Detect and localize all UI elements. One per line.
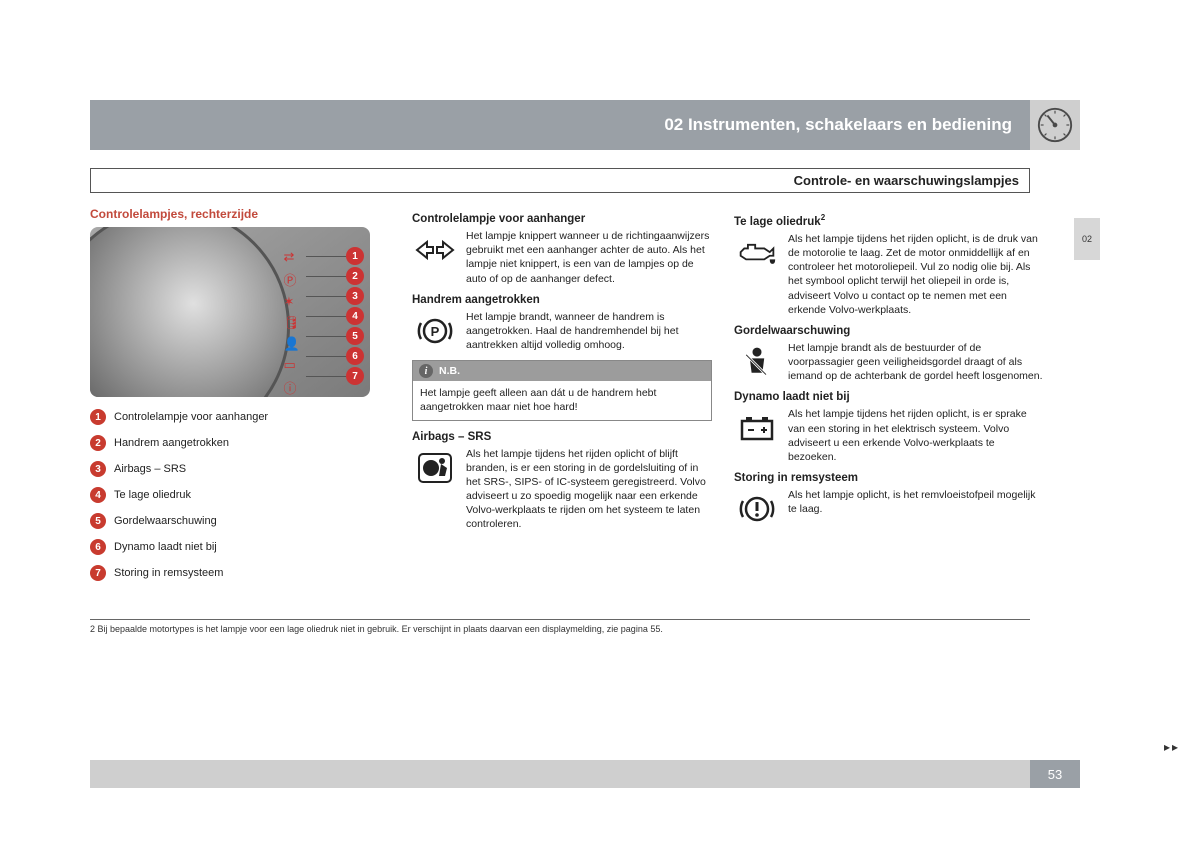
legend-item: 6Dynamo laadt niet bij (90, 539, 390, 555)
column-right: Te lage oliedruk2 Als het lampje tijdens… (734, 207, 1044, 591)
legend-item: 5Gordelwaarschuwing (90, 513, 390, 529)
legend-item: 3Airbags – SRS (90, 461, 390, 477)
legend-text: Handrem aangetrokken (114, 437, 229, 449)
handbrake-text: Het lampje brandt, wanneer de handrem is… (466, 310, 712, 353)
content-columns: Controlelampjes, rechterzijde ⇄Ⓟ✶ 🛢👤▭ⓘ 1… (90, 207, 1080, 591)
section-header-text: Controle- en waarschuwingslampjes (794, 173, 1019, 188)
col1-title: Controlelampjes, rechterzijde (90, 207, 390, 221)
page-number: 53 (1030, 760, 1080, 788)
legend-text: Airbags – SRS (114, 463, 186, 475)
handbrake-title: Handrem aangetrokken (412, 294, 712, 306)
oil-title: Te lage oliedruk2 (734, 213, 1044, 228)
section-header: Controle- en waarschuwingslampjes (90, 168, 1030, 193)
legend-text: Gordelwaarschuwing (114, 515, 217, 527)
seatbelt-text: Het lampje brandt als de bestuurder of d… (788, 341, 1044, 384)
chapter-tab: 02 (1074, 218, 1100, 260)
airbag-text: Als het lampje tijdens het rijden oplich… (466, 447, 712, 532)
note-label: N.B. (439, 365, 460, 377)
battery-text: Als het lampje tijdens het rijden oplich… (788, 407, 1044, 464)
seatbelt-title: Gordelwaarschuwing (734, 325, 1044, 337)
trailer-title: Controlelampje voor aanhanger (412, 213, 712, 225)
note-box: iN.B. Het lampje geeft alleen aan dát u … (412, 360, 712, 420)
chapter-header: 02 Instrumenten, schakelaars en bedienin… (90, 100, 1030, 150)
instrument-cluster-image: ⇄Ⓟ✶ 🛢👤▭ⓘ 1 2 3 4 5 6 7 (90, 227, 370, 397)
legend-text: Dynamo laadt niet bij (114, 541, 217, 553)
seatbelt-icon (734, 341, 780, 383)
airbag-title: Airbags – SRS (412, 431, 712, 443)
legend-text: Storing in remsysteem (114, 567, 223, 579)
footnote: 2 Bij bepaalde motortypes is het lampje … (90, 619, 1030, 634)
svg-text:P: P (431, 324, 440, 339)
legend-item: 2Handrem aangetrokken (90, 435, 390, 451)
legend-item: 1Controlelampje voor aanhanger (90, 409, 390, 425)
chapter-icon (1030, 100, 1080, 150)
parking-brake-icon: P (412, 310, 458, 352)
legend-item: 7Storing in remsysteem (90, 565, 390, 581)
trailer-text: Het lampje knippert wanneer u de richtin… (466, 229, 712, 286)
battery-icon (734, 407, 780, 449)
trailer-indicator-icon (412, 229, 458, 271)
column-middle: Controlelampje voor aanhanger Het lampje… (412, 207, 712, 591)
footer: 53 (90, 760, 1080, 788)
legend-item: 4Te lage oliedruk (90, 487, 390, 503)
airbag-icon (412, 447, 458, 489)
battery-title: Dynamo laadt niet bij (734, 391, 1044, 403)
oil-pressure-icon (734, 232, 780, 274)
brake-system-icon (734, 488, 780, 530)
legend-text: Controlelampje voor aanhanger (114, 411, 268, 423)
continuation-arrows: ▸▸ (1164, 740, 1180, 754)
oil-text: Als het lampje tijdens het rijden oplich… (788, 232, 1044, 317)
note-text: Het lampje geeft alleen aan dát u de han… (413, 381, 711, 419)
brake-title: Storing in remsysteem (734, 472, 1044, 484)
legend-list: 1Controlelampje voor aanhanger 2Handrem … (90, 409, 390, 581)
legend-text: Te lage oliedruk (114, 489, 191, 501)
brake-text: Als het lampje oplicht, is het remvloeis… (788, 488, 1044, 530)
column-left: Controlelampjes, rechterzijde ⇄Ⓟ✶ 🛢👤▭ⓘ 1… (90, 207, 390, 591)
chapter-title: 02 Instrumenten, schakelaars en bedienin… (664, 115, 1012, 135)
